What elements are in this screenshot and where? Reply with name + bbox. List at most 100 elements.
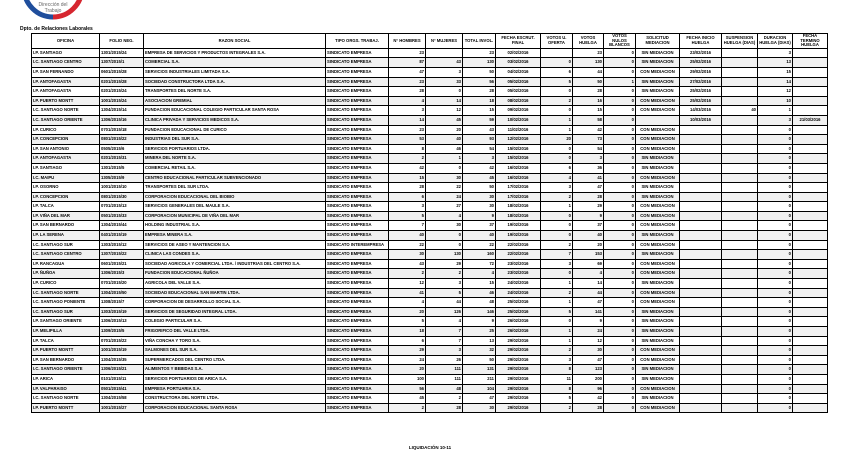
column-header: FECHA ESCRUT. FINAL	[495, 33, 541, 49]
table-cell: 0201/2015/24	[99, 86, 144, 97]
table-cell: 24	[425, 191, 463, 203]
table-cell: 0	[757, 335, 793, 347]
table-cell: 28	[572, 402, 604, 414]
table-cell: 47	[572, 297, 604, 308]
table-cell	[792, 230, 828, 241]
table-cell: 25/02/2016	[679, 86, 722, 97]
table-cell: 0	[603, 201, 636, 212]
table-cell: 28	[462, 86, 496, 97]
table-cell: 25/02/2016	[495, 306, 541, 318]
table-cell: 14	[572, 278, 604, 289]
table-cell: 10	[757, 95, 793, 107]
table-cell: 9	[572, 316, 604, 327]
table-cell: 14	[425, 95, 463, 107]
table-cell: 40	[721, 105, 758, 116]
table-cell: 15	[462, 105, 496, 116]
table-cell: 0	[757, 124, 793, 136]
table-cell: 20	[388, 364, 426, 375]
table-cell: SINDICATO EMPRESA	[325, 287, 389, 299]
table-cell: CON MEDIACION	[635, 354, 680, 366]
table-cell	[792, 326, 828, 337]
table-cell: 0	[757, 201, 793, 212]
table-cell	[721, 287, 758, 299]
table-cell: 0	[540, 268, 573, 280]
table-row: I.P. VIÑA DEL MAR 0501/2015/33 CORPORACION…	[31, 210, 828, 222]
table-cell: 10/02/2016	[495, 114, 541, 126]
table-cell	[679, 191, 722, 203]
table-cell	[792, 249, 828, 260]
table-cell: 0	[603, 364, 636, 375]
table-cell: 3	[540, 354, 573, 366]
table-cell: 153	[572, 249, 604, 260]
table-cell: 4	[425, 210, 463, 222]
table-cell: 2	[540, 287, 573, 299]
table-cell: 0	[603, 172, 636, 184]
table-cell: I.P. OSORNO	[31, 182, 100, 193]
table-cell: 0	[757, 287, 793, 299]
table-cell: 72	[462, 258, 496, 270]
table-cell: SERVICIOS INDUSTRIALES LIMITADA S.A.	[143, 66, 326, 78]
table-cell: 08/02/2016	[495, 95, 541, 107]
table-row: I.P. CONCEPCION 0801/2015/30 CORPORACION E…	[31, 191, 828, 203]
column-header: TOTAL INVOL.	[462, 33, 496, 49]
table-cell: 0505/2015/6	[99, 143, 144, 155]
table-cell: 21/03/2016	[792, 114, 828, 126]
table-cell: 22	[388, 239, 426, 251]
table-cell	[679, 239, 722, 251]
table-cell: 30	[462, 191, 496, 203]
table-cell: CORPORACION MUNICIPAL DE VIÑA DEL MAR	[143, 210, 326, 222]
table-cell: I.P. SAN BERNARDO	[31, 354, 100, 366]
table-cell: TRANSPORTES DEL NORTE S.A.	[143, 86, 326, 97]
table-cell: CON MEDIACION	[635, 220, 680, 232]
table-cell: 0	[603, 402, 636, 414]
table-cell	[792, 306, 828, 318]
table-cell	[792, 316, 828, 327]
svg-text:Trabajo: Trabajo	[45, 8, 62, 14]
table-cell: 48	[425, 383, 463, 395]
table-cell: 22	[462, 239, 496, 251]
table-cell: SINDICATO EMPRESA	[325, 268, 389, 280]
table-cell: 3	[462, 153, 496, 164]
table-cell: 20	[540, 134, 573, 145]
table-row: I.C. SANTIAGO SUR 1303/2015/12 SERVICIOS D…	[31, 239, 828, 251]
table-cell: SINDICATO EMPRESA	[325, 297, 389, 308]
table-cell: 1306/2015/21	[99, 364, 144, 375]
table-cell	[679, 316, 722, 327]
table-cell: 0	[603, 114, 636, 126]
table-row: I.P. SAN ANTONIO 0505/2015/6 SERVICIOS POR…	[31, 143, 828, 155]
svg-text:Dirección del: Dirección del	[39, 2, 68, 8]
table-cell: 6	[388, 335, 426, 347]
table-cell: SINDICATO EMPRESA	[325, 76, 389, 88]
table-cell: COMERCIAL RETAIL S.A.	[143, 162, 326, 174]
table-cell: 0	[603, 230, 636, 241]
table-cell: 3	[540, 182, 573, 193]
table-cell: SINDICATO EMPRESA	[325, 86, 389, 97]
table-cell: 69	[572, 258, 604, 270]
table-cell: SIN MEDIACION	[635, 393, 680, 404]
table-cell: SINDICATO EMPRESA	[325, 134, 389, 145]
table-cell: ASOCIACION GREMIAL	[143, 95, 326, 107]
table-cell: 16/02/2016	[495, 162, 541, 174]
table-cell	[679, 278, 722, 289]
table-cell: CON MEDIACION	[635, 66, 680, 78]
table-cell: 0	[425, 239, 463, 251]
table-cell: 0	[757, 153, 793, 164]
table-cell: 7	[540, 249, 573, 260]
table-cell: I.P. SANTIAGO	[31, 162, 100, 174]
table-cell: 0	[603, 86, 636, 97]
table-cell: 0	[540, 57, 573, 68]
table-cell: I.P. MELIPILLA	[31, 326, 100, 337]
table-cell: I.P. ANTOFAGASTA	[31, 86, 100, 97]
page-footer: LIQUIDACIÓN 10-11	[408, 445, 452, 450]
table-cell: 37	[462, 220, 496, 232]
table-cell	[679, 249, 722, 260]
table-cell: 160	[462, 249, 496, 260]
table-cell: 1	[540, 335, 573, 347]
table-cell: I.C. MAIPU	[31, 172, 100, 184]
table-cell: 0	[425, 86, 463, 97]
table-cell: 0	[603, 326, 636, 337]
table-cell: 0	[603, 345, 636, 356]
column-header: FOLIO NEG.	[99, 33, 144, 49]
table-cell: SINDICATO EMPRESA	[325, 393, 389, 404]
table-cell: CON MEDIACION	[635, 402, 680, 414]
